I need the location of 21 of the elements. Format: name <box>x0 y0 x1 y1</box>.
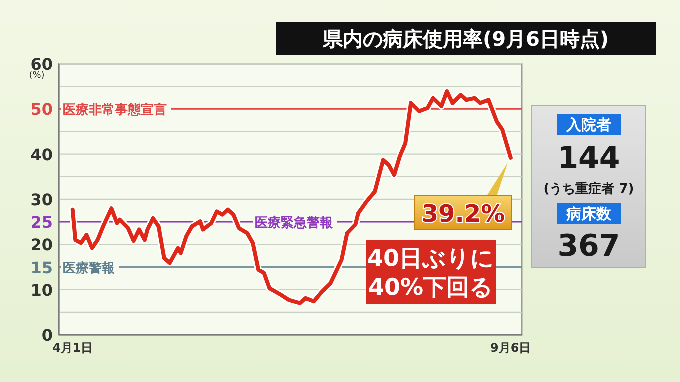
text: (うち重症者 7) <box>544 181 634 197</box>
text: 367 <box>558 229 620 264</box>
y-tick-label: 0 <box>42 326 53 345</box>
ref-line-label: 医療警報 <box>63 260 116 276</box>
chart-title: 県内の病床使用率(9月6日時点) <box>322 27 610 51</box>
text: 144 <box>558 141 620 176</box>
ref-line-label: 医療非常事態宣言 <box>63 102 167 118</box>
x-tick-label: 9月6日 <box>490 341 532 355</box>
y-tick-label: 20 <box>30 236 53 255</box>
y-tick-label: 30 <box>30 190 53 210</box>
text: 入院者 <box>566 116 612 134</box>
annotation: 39.2% <box>422 200 506 228</box>
text: 病床数 <box>566 205 612 223</box>
annotation: 40日ぶりに 40%下回る <box>367 246 495 301</box>
x-tick-label: 4月1日 <box>52 341 94 355</box>
y-tick-label: 15 <box>30 258 53 278</box>
y-tick-label: 25 <box>30 213 53 232</box>
y-tick-label: 40 <box>30 145 53 164</box>
ref-line-label: 医療緊急警報 <box>255 215 334 232</box>
y-tick-label: 10 <box>30 280 53 300</box>
y-tick-label: 50 <box>30 100 53 120</box>
